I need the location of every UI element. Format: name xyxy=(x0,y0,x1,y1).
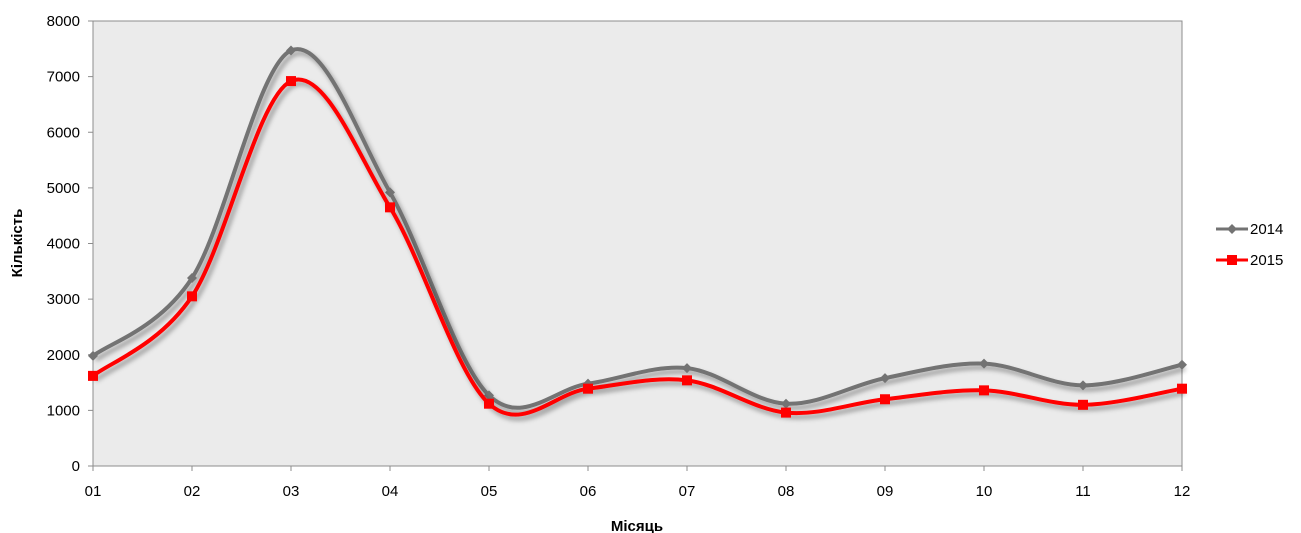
data-point xyxy=(1177,359,1187,370)
x-tick-label: 02 xyxy=(184,483,201,500)
data-point xyxy=(880,373,890,384)
data-point xyxy=(484,390,494,401)
data-point xyxy=(484,398,494,409)
legend: 2014 2015 xyxy=(1216,221,1283,269)
legend-label: 2014 xyxy=(1250,221,1283,238)
y-tick-label: 4000 xyxy=(47,236,80,253)
x-tick-label: 12 xyxy=(1174,483,1191,500)
data-point xyxy=(1177,383,1187,394)
y-tick-label: 5000 xyxy=(47,180,80,197)
legend-marker xyxy=(1227,224,1237,234)
data-point xyxy=(979,358,989,369)
x-tick-label: 10 xyxy=(976,483,993,500)
y-tick-label: 3000 xyxy=(47,291,80,308)
x-tick-label: 03 xyxy=(283,483,300,500)
data-point xyxy=(1078,399,1088,410)
data-point xyxy=(682,375,692,386)
y-tick-label: 1000 xyxy=(47,402,80,419)
x-tick-label: 06 xyxy=(580,483,597,500)
x-tick-label: 09 xyxy=(877,483,894,500)
x-tick-label: 08 xyxy=(778,483,795,500)
y-tick-label: 2000 xyxy=(47,347,80,364)
legend-label: 2015 xyxy=(1250,252,1283,269)
y-axis-title: Кількість xyxy=(9,209,26,278)
x-tick-label: 04 xyxy=(382,483,399,500)
data-point xyxy=(88,370,98,381)
data-point xyxy=(781,398,791,409)
legend-item-2014: 2014 xyxy=(1216,221,1283,238)
data-point xyxy=(187,272,197,283)
data-point xyxy=(286,45,296,56)
series-2015 xyxy=(88,76,1187,418)
x-tick-label: 05 xyxy=(481,483,498,500)
data-point xyxy=(385,187,395,198)
data-point xyxy=(682,363,692,374)
series-2014 xyxy=(88,45,1187,410)
data-point xyxy=(88,350,98,361)
x-tick-label: 07 xyxy=(679,483,696,500)
data-point xyxy=(1078,380,1088,391)
axes: 0 1000 2000 3000 4000 5000 6000 7000 8000 01 02 03 0… xyxy=(47,13,1191,500)
y-tick-label: 6000 xyxy=(47,124,80,141)
x-tick-label: 11 xyxy=(1075,483,1091,500)
legend-item-2015: 2015 xyxy=(1216,252,1283,269)
x-tick-label: 01 xyxy=(85,483,102,500)
data-point xyxy=(979,385,989,396)
y-tick-label: 8000 xyxy=(47,13,80,30)
y-tick-label: 0 xyxy=(72,458,80,475)
data-point xyxy=(286,76,296,87)
x-axis-title: Місяць xyxy=(611,518,663,533)
data-point xyxy=(187,291,197,302)
data-point xyxy=(385,202,395,213)
y-tick-label: 7000 xyxy=(47,69,80,86)
plot-area xyxy=(92,20,1183,467)
data-point xyxy=(583,383,593,394)
data-point xyxy=(781,407,791,418)
series-layer xyxy=(88,45,1187,418)
data-point xyxy=(880,394,890,405)
legend-marker xyxy=(1227,255,1237,265)
